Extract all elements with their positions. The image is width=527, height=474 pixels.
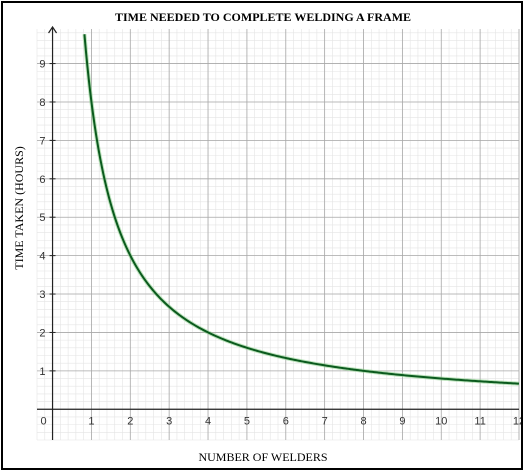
axes	[37, 25, 519, 440]
series-group	[82, 34, 520, 386]
x-tick-label: 9	[399, 415, 405, 427]
x-tick-label: 8	[360, 415, 366, 427]
x-tick-label: 2	[127, 415, 133, 427]
x-tick-label: 11	[474, 415, 485, 427]
y-tick-label: 9	[39, 59, 45, 71]
y-tick-label: 3	[39, 289, 45, 301]
x-axis-title: NUMBER OF WELDERS	[198, 450, 327, 464]
y-tick-labels: 1 2 3 4 5 6 7 8 9	[39, 59, 45, 378]
x-tick-label: 12	[513, 415, 521, 427]
y-tick-label: 6	[39, 174, 45, 186]
y-tick-label: 7	[39, 135, 45, 147]
x-tick-label: 3	[166, 415, 172, 427]
y-tick-label: 1	[39, 366, 45, 378]
series-line	[83, 34, 520, 385]
y-axis-arrow	[48, 25, 58, 34]
x-tick-label: 1	[88, 415, 94, 427]
x-tick-label: 5	[244, 415, 250, 427]
x-tick-label: 7	[322, 415, 328, 427]
y-tick-label: 5	[39, 212, 45, 224]
y-tick-label: 8	[39, 97, 45, 109]
x-tick-labels: 0123456789101112	[40, 415, 521, 427]
y-axis-title: TIME TAKEN (HOURS)	[12, 146, 26, 269]
x-tick-label: 6	[283, 415, 289, 427]
y-tick-label: 2	[39, 327, 45, 339]
x-tick-label: 10	[435, 415, 447, 427]
x-tick-label: 0	[40, 415, 46, 427]
chart-title: TIME NEEDED TO COMPLETE WELDING A FRAME	[115, 10, 411, 24]
x-tick-label: 4	[205, 415, 211, 427]
major-grid	[37, 29, 520, 440]
y-tick-label: 4	[39, 251, 45, 263]
